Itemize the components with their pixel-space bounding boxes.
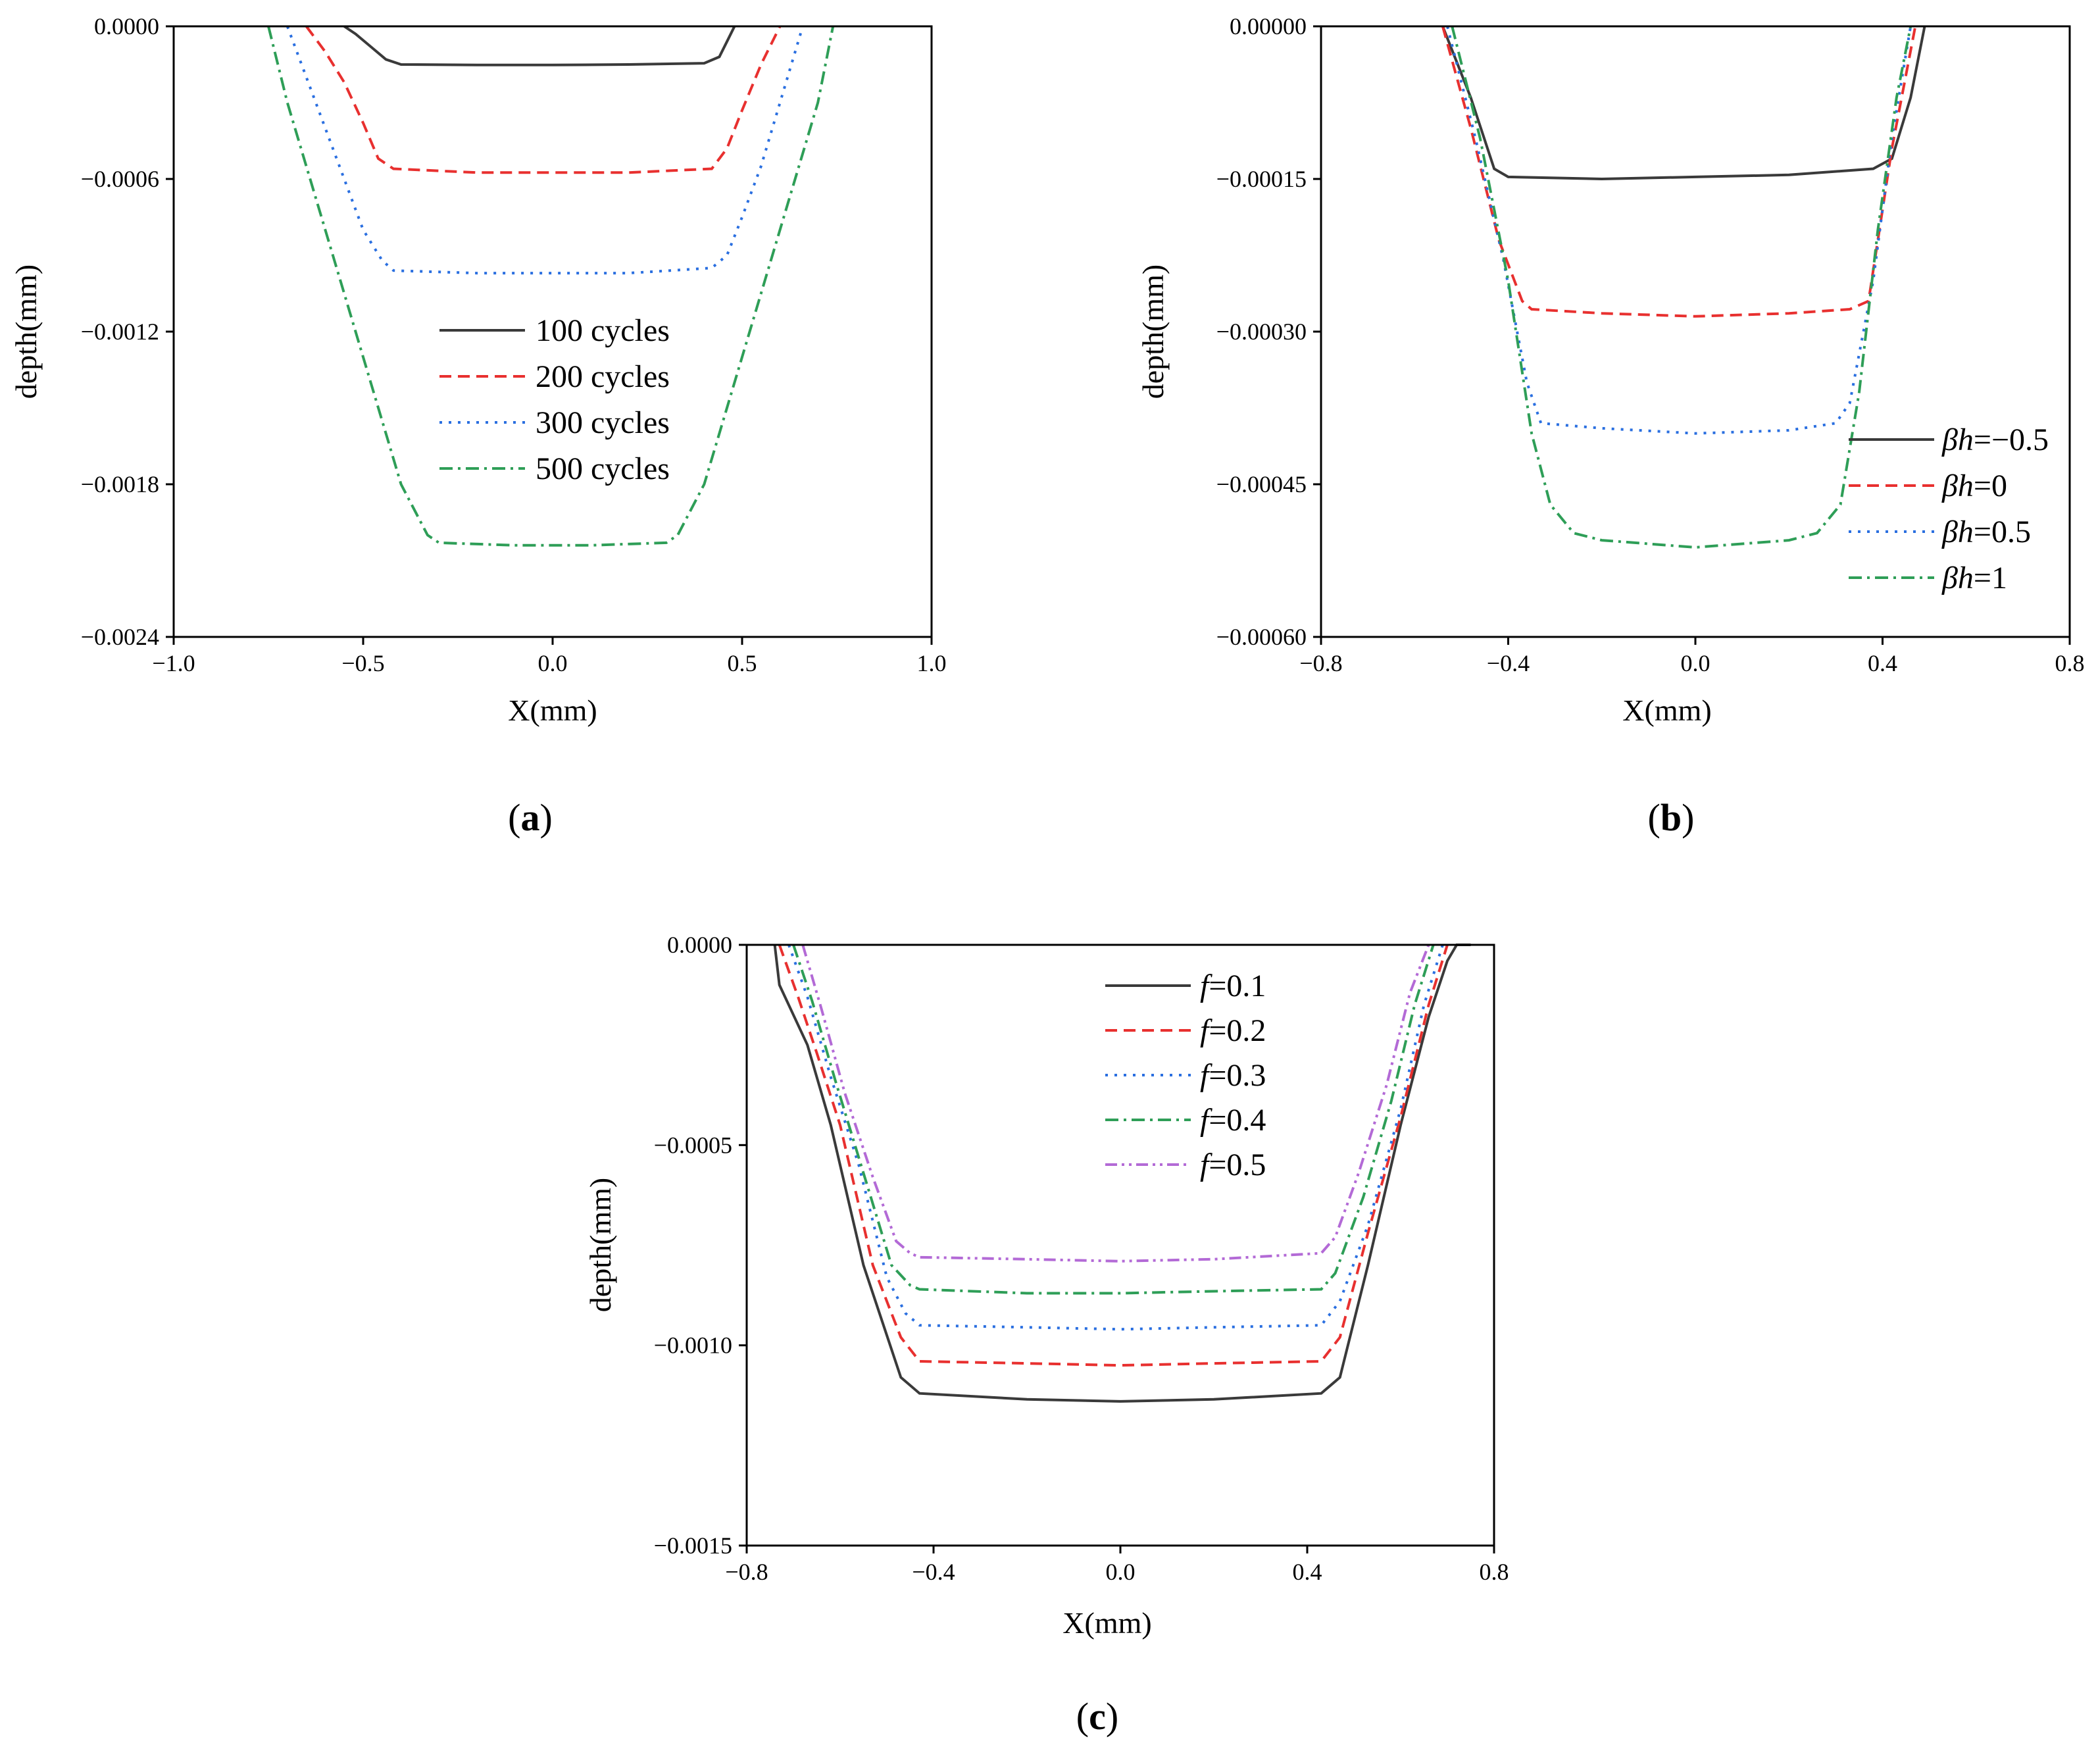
legend-b: βh=−0.5βh=0βh=0.5βh=1 xyxy=(1849,422,2049,595)
x-tick-label: 0.0 xyxy=(1681,650,1711,676)
x-tick-label: −1.0 xyxy=(152,650,195,676)
series-line-c-2 xyxy=(778,944,1449,1367)
series-line-c-1 xyxy=(773,944,1471,1403)
y-ticks-b: 0.00000 −0.00015 −0.00030 −0.00045 −0.00060 xyxy=(1216,13,1321,650)
x-tick-label: −0.8 xyxy=(725,1559,768,1585)
y-tick-label: −0.0015 xyxy=(654,1532,732,1559)
x-tick-label: −0.4 xyxy=(912,1559,955,1585)
x-tick-label: 0.8 xyxy=(1480,1559,1509,1585)
panel-letter-b: b xyxy=(1661,796,1682,839)
y-axis-title-c: depth(mm) xyxy=(584,1178,617,1312)
x-ticks-b: −0.8 −0.4 0.0 0.4 0.8 xyxy=(1299,637,2085,676)
plot-series-b xyxy=(1441,26,1926,549)
y-axis-title-b: depth(mm) xyxy=(1136,265,1170,399)
legend-label-b-1: βh=−0.5 xyxy=(1941,422,2049,457)
legend-value: =0.5 xyxy=(1974,515,2031,549)
y-ticks-a: 0.0000 −0.0006 −0.0012 −0.0018 −0.0024 xyxy=(81,13,174,650)
x-ticks-c: −0.8 −0.4 0.0 0.4 0.8 xyxy=(725,1546,1509,1585)
legend-value: =0.2 xyxy=(1209,1013,1266,1048)
x-tick-label: 0.0 xyxy=(538,650,568,676)
series-line-a-2 xyxy=(305,25,782,174)
y-tick-label: −0.0012 xyxy=(81,318,159,345)
series-line-c-5 xyxy=(801,944,1430,1263)
legend-label-a-2: 200 cycles xyxy=(536,359,670,394)
x-tick-label: 0.4 xyxy=(1293,1559,1322,1585)
y-tick-label: −0.0005 xyxy=(654,1132,732,1158)
panel-label-a: (a) xyxy=(508,796,553,839)
plot-series-c xyxy=(773,944,1471,1403)
panel-letter-c: c xyxy=(1089,1695,1106,1738)
x-ticks-a: −1.0 −0.5 0.0 0.5 1.0 xyxy=(152,637,947,676)
y-tick-label: −0.00060 xyxy=(1216,624,1307,650)
series-line-b-1 xyxy=(1441,26,1926,181)
legend-label-a-3: 300 cycles xyxy=(536,405,670,440)
y-tick-label: −0.00045 xyxy=(1216,471,1307,497)
legend-value: =0.4 xyxy=(1209,1103,1266,1138)
legend-label-a-1: 100 cycles xyxy=(536,313,670,348)
series-line-a-1 xyxy=(343,25,736,66)
x-tick-label: −0.5 xyxy=(341,650,384,676)
legend-label-c-1: f=0.1 xyxy=(1200,969,1266,1003)
legend-symbol: βh xyxy=(1941,422,1974,457)
legend-symbol: βh xyxy=(1941,561,1974,595)
legend-label-c-3: f=0.3 xyxy=(1200,1058,1266,1093)
legend-label-b-2: βh=0 xyxy=(1941,468,2007,503)
legend-label-a-4: 500 cycles xyxy=(536,451,670,486)
series-line-a-3 xyxy=(286,26,805,275)
x-axis-title-c: X(mm) xyxy=(1062,1606,1151,1640)
legend-value: =1 xyxy=(1974,561,2007,595)
legend-value: =0 xyxy=(1974,468,2007,503)
y-tick-label: 0.0000 xyxy=(667,932,732,958)
chart-panel-a: −1.0 −0.5 0.0 0.5 1.0 0.0000 −0.0006 −0.0012 −0… xyxy=(9,13,947,839)
legend-value: =0.5 xyxy=(1209,1147,1266,1182)
x-tick-label: 0.5 xyxy=(728,650,757,676)
x-tick-label: −0.8 xyxy=(1299,650,1342,676)
y-tick-label: 0.00000 xyxy=(1230,13,1307,39)
panel-label-b: (b) xyxy=(1648,796,1695,839)
y-tick-label: 0.0000 xyxy=(94,13,159,39)
x-tick-label: −0.4 xyxy=(1487,650,1530,676)
y-tick-label: −0.0024 xyxy=(81,624,159,650)
series-line-b-3 xyxy=(1446,26,1912,435)
legend-label-c-4: f=0.4 xyxy=(1200,1103,1266,1138)
panel-letter-a: a xyxy=(521,796,540,839)
legend-symbol: βh xyxy=(1941,515,1974,549)
series-line-a-4 xyxy=(267,26,835,547)
legend-value: =0.1 xyxy=(1209,969,1266,1003)
legend-a: 100 cycles 200 cycles 300 cycles 500 cycles xyxy=(439,313,670,486)
y-tick-label: −0.00030 xyxy=(1216,318,1307,345)
y-ticks-c: 0.0000 −0.0005 −0.0010 −0.0015 xyxy=(654,932,747,1559)
series-line-c-3 xyxy=(787,944,1444,1331)
legend-label-b-4: βh=1 xyxy=(1941,561,2007,595)
y-tick-label: −0.0018 xyxy=(81,471,159,497)
y-tick-label: −0.0010 xyxy=(654,1332,732,1359)
legend-c: f=0.1 f=0.2 f=0.3 f=0.4 f=0.5 xyxy=(1105,969,1266,1182)
x-axis-title-b: X(mm) xyxy=(1622,693,1711,727)
y-axis-title-a: depth(mm) xyxy=(9,265,43,399)
x-axis-title-a: X(mm) xyxy=(508,693,597,727)
series-line-c-4 xyxy=(792,944,1435,1295)
x-tick-label: 0.0 xyxy=(1106,1559,1136,1585)
legend-value: =−0.5 xyxy=(1974,422,2049,457)
x-tick-label: 1.0 xyxy=(917,650,947,676)
legend-label-c-2: f=0.2 xyxy=(1200,1013,1266,1048)
x-tick-label: 0.4 xyxy=(1868,650,1897,676)
legend-label-c-5: f=0.5 xyxy=(1200,1147,1266,1182)
legend-label-b-3: βh=0.5 xyxy=(1941,515,2031,549)
x-tick-label: 0.8 xyxy=(2055,650,2085,676)
plot-series-a xyxy=(267,25,835,547)
chart-panel-c: −0.8 −0.4 0.0 0.4 0.8 0.0000 −0.0005 −0.0010 −0… xyxy=(584,932,1509,1738)
y-tick-label: −0.0006 xyxy=(81,166,159,192)
panel-label-c: (c) xyxy=(1076,1695,1118,1738)
y-tick-label: −0.00015 xyxy=(1216,166,1307,192)
series-line-b-4 xyxy=(1451,26,1912,549)
legend-value: =0.3 xyxy=(1209,1058,1266,1093)
legend-symbol: βh xyxy=(1941,468,1974,503)
chart-panel-b: −0.8 −0.4 0.0 0.4 0.8 0.00000 −0.00015 −0.0003… xyxy=(1136,13,2085,839)
